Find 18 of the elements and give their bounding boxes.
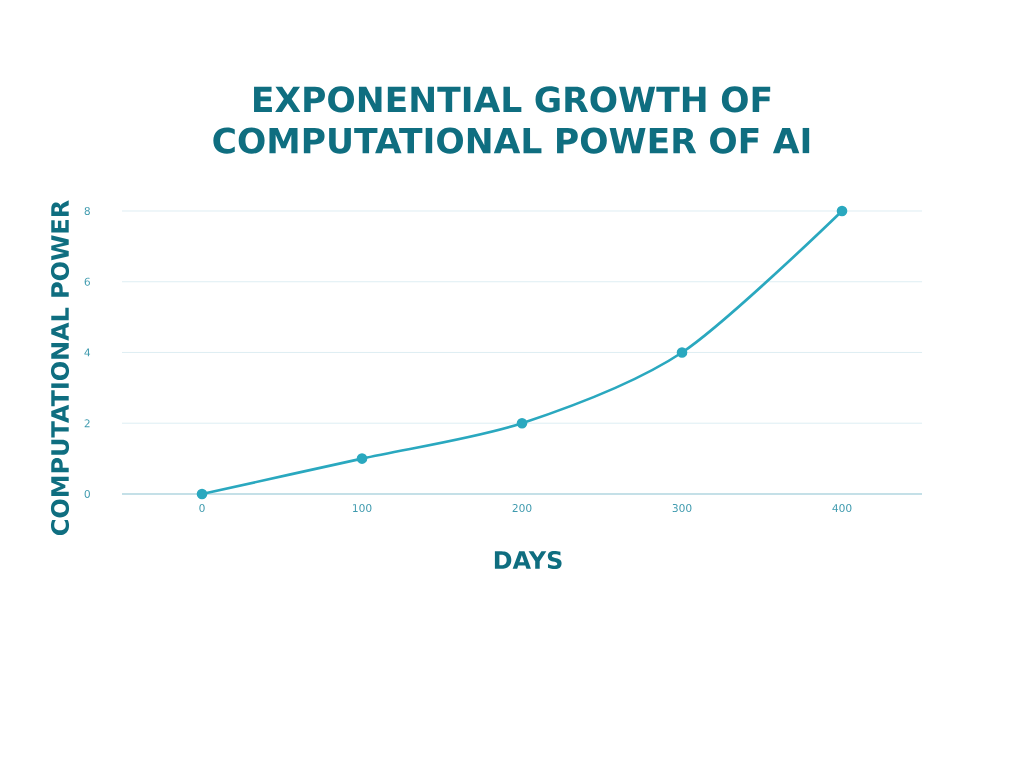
- x-tick-label: 0: [199, 504, 205, 513]
- point: [836, 205, 848, 217]
- y-tick-label: 2: [84, 419, 90, 428]
- point: [356, 453, 368, 464]
- x-tick-label: 100: [353, 504, 372, 513]
- y-tick-label: 4: [84, 348, 91, 357]
- x-tick-label: 200: [512, 504, 532, 513]
- y-tick-label: 8: [84, 206, 90, 216]
- x-axis-title: DAYS: [494, 550, 562, 570]
- y-tick-label: 6: [84, 277, 90, 286]
- x-tick-label: 400: [832, 504, 852, 513]
- chart-title: EXPONENTIAL GROWTH OF COMPUTATIONAL POWER OF AI: [213, 86, 810, 154]
- point: [196, 488, 208, 500]
- x-tick-label: 300: [672, 504, 692, 513]
- point: [676, 347, 688, 358]
- y-tick-label: 0: [84, 489, 90, 498]
- y-axis-title: COMPUTATIONAL POWER: [50, 200, 70, 535]
- point: [516, 417, 528, 429]
